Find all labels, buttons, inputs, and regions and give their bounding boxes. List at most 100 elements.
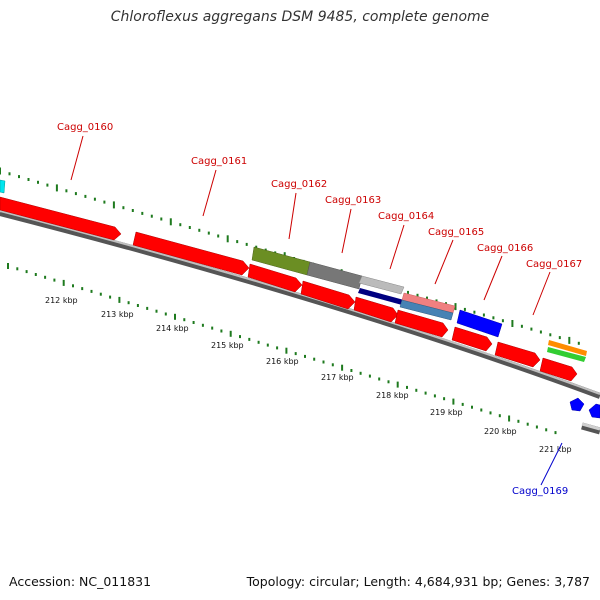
gene-label-cagg-0161[interactable]: Cagg_0161 <box>191 156 247 167</box>
minor-tick <box>426 296 428 300</box>
minor-tick <box>461 402 464 406</box>
minor-tick <box>489 411 492 415</box>
minor-tick <box>146 306 149 310</box>
major-tick <box>229 330 232 337</box>
minor-tick <box>220 329 223 333</box>
gene-label-cagg-0164[interactable]: Cagg_0164 <box>378 211 434 222</box>
minor-tick <box>473 310 476 314</box>
major-tick <box>174 313 176 320</box>
feature-cagg-0166[interactable] <box>456 309 503 338</box>
major-tick <box>341 364 344 371</box>
genome-title: Chloroflexus aggregans DSM 9485, complet… <box>110 9 490 25</box>
gene-arrow[interactable] <box>132 231 250 276</box>
gene-arrow[interactable] <box>300 280 356 310</box>
major-tick <box>511 320 514 327</box>
major-tick <box>55 184 58 192</box>
minor-tick <box>539 330 542 334</box>
minor-tick <box>266 343 269 347</box>
minor-tick <box>415 388 418 392</box>
feature-track-upper <box>0 179 587 362</box>
feature-cyan[interactable] <box>0 179 6 194</box>
scale-label: 220 kbp <box>484 427 517 436</box>
minor-tick <box>407 290 409 294</box>
feature-cagg-0169[interactable] <box>569 397 585 412</box>
minor-tick <box>368 374 371 378</box>
minor-tick <box>150 214 153 218</box>
minor-tick <box>34 273 37 276</box>
gene-leader-lines <box>70 135 563 486</box>
minor-tick <box>331 363 334 367</box>
minor-tick <box>109 295 112 299</box>
scale-label: 213 kbp <box>101 310 134 319</box>
minor-tick <box>443 397 446 401</box>
minor-tick <box>164 312 167 316</box>
minor-tick <box>103 200 106 204</box>
gene-label-cagg-0160[interactable]: Cagg_0160 <box>57 122 113 133</box>
minor-tick <box>192 321 195 324</box>
minor-tick <box>248 337 251 341</box>
minor-tick <box>294 352 297 356</box>
minor-tick <box>188 226 191 229</box>
gene-label-cagg-0169[interactable]: Cagg_0169 <box>512 486 568 497</box>
minor-tick <box>122 206 125 210</box>
minor-tick <box>359 371 362 375</box>
minor-tick <box>16 267 19 271</box>
minor-tick <box>179 223 182 227</box>
gene-arrow[interactable] <box>539 357 578 382</box>
feature-cagg-0164[interactable] <box>358 288 404 305</box>
gene-arrow[interactable] <box>494 341 541 368</box>
major-tick <box>568 336 571 344</box>
major-tick <box>0 167 1 175</box>
minor-tick <box>65 189 68 193</box>
gene-label-cagg-0162[interactable]: Cagg_0162 <box>271 179 327 190</box>
minor-tick <box>160 217 163 221</box>
minor-tick <box>81 287 84 291</box>
minor-tick <box>530 327 533 331</box>
minor-tick <box>84 194 87 198</box>
major-tick <box>508 415 511 422</box>
minor-tick <box>276 346 279 350</box>
feature-cagg-0163[interactable] <box>306 261 363 290</box>
gene-arrow[interactable] <box>247 263 303 293</box>
scale-labels: 212 kbp 213 kbp 214 kbp 215 kbp 216 kbp 217 k… <box>45 296 572 454</box>
gene-arrow[interactable] <box>394 309 449 338</box>
minor-tick <box>8 172 11 176</box>
minor-tick <box>545 428 548 432</box>
major-tick <box>454 303 457 311</box>
feature-green[interactable] <box>547 347 586 362</box>
reverse-features <box>569 397 600 419</box>
minor-tick <box>155 309 158 313</box>
scale-label: 217 kbp <box>321 373 354 382</box>
gene-arrow[interactable] <box>451 326 493 352</box>
minor-tick <box>433 394 436 398</box>
gene-arrow[interactable] <box>353 296 399 323</box>
major-tick <box>396 381 399 388</box>
gene-label-cagg-0166[interactable]: Cagg_0166 <box>477 243 533 254</box>
gene-label-cagg-0163[interactable]: Cagg_0163 <box>325 195 381 206</box>
major-tick <box>112 201 115 209</box>
scale-label: 216 kbp <box>266 357 299 366</box>
gene-label-cagg-0165[interactable]: Cagg_0165 <box>428 227 484 238</box>
minor-tick <box>141 211 144 215</box>
accession-text: Accession: NC_011831 <box>9 574 152 589</box>
minor-tick <box>463 307 466 311</box>
scale-label: 221 kbp <box>539 445 572 454</box>
major-tick <box>62 279 65 286</box>
feature-cagg-0163b[interactable] <box>358 275 405 295</box>
minor-tick <box>322 360 325 364</box>
major-tick <box>7 263 9 269</box>
minor-tick <box>558 336 561 340</box>
minor-tick <box>577 341 580 345</box>
minor-tick <box>424 391 427 395</box>
minor-tick <box>25 270 28 274</box>
backbone-segment <box>581 422 600 435</box>
feature-cagg-0165b[interactable] <box>399 299 454 321</box>
feature-orange[interactable] <box>548 340 587 356</box>
gene-label-cagg-0167[interactable]: Cagg_0167 <box>526 259 582 270</box>
minor-tick <box>313 357 316 361</box>
minor-tick <box>257 340 260 344</box>
feature-blue-edge[interactable] <box>588 403 600 419</box>
minor-tick <box>554 431 557 435</box>
gene-arrow[interactable] <box>0 196 122 241</box>
